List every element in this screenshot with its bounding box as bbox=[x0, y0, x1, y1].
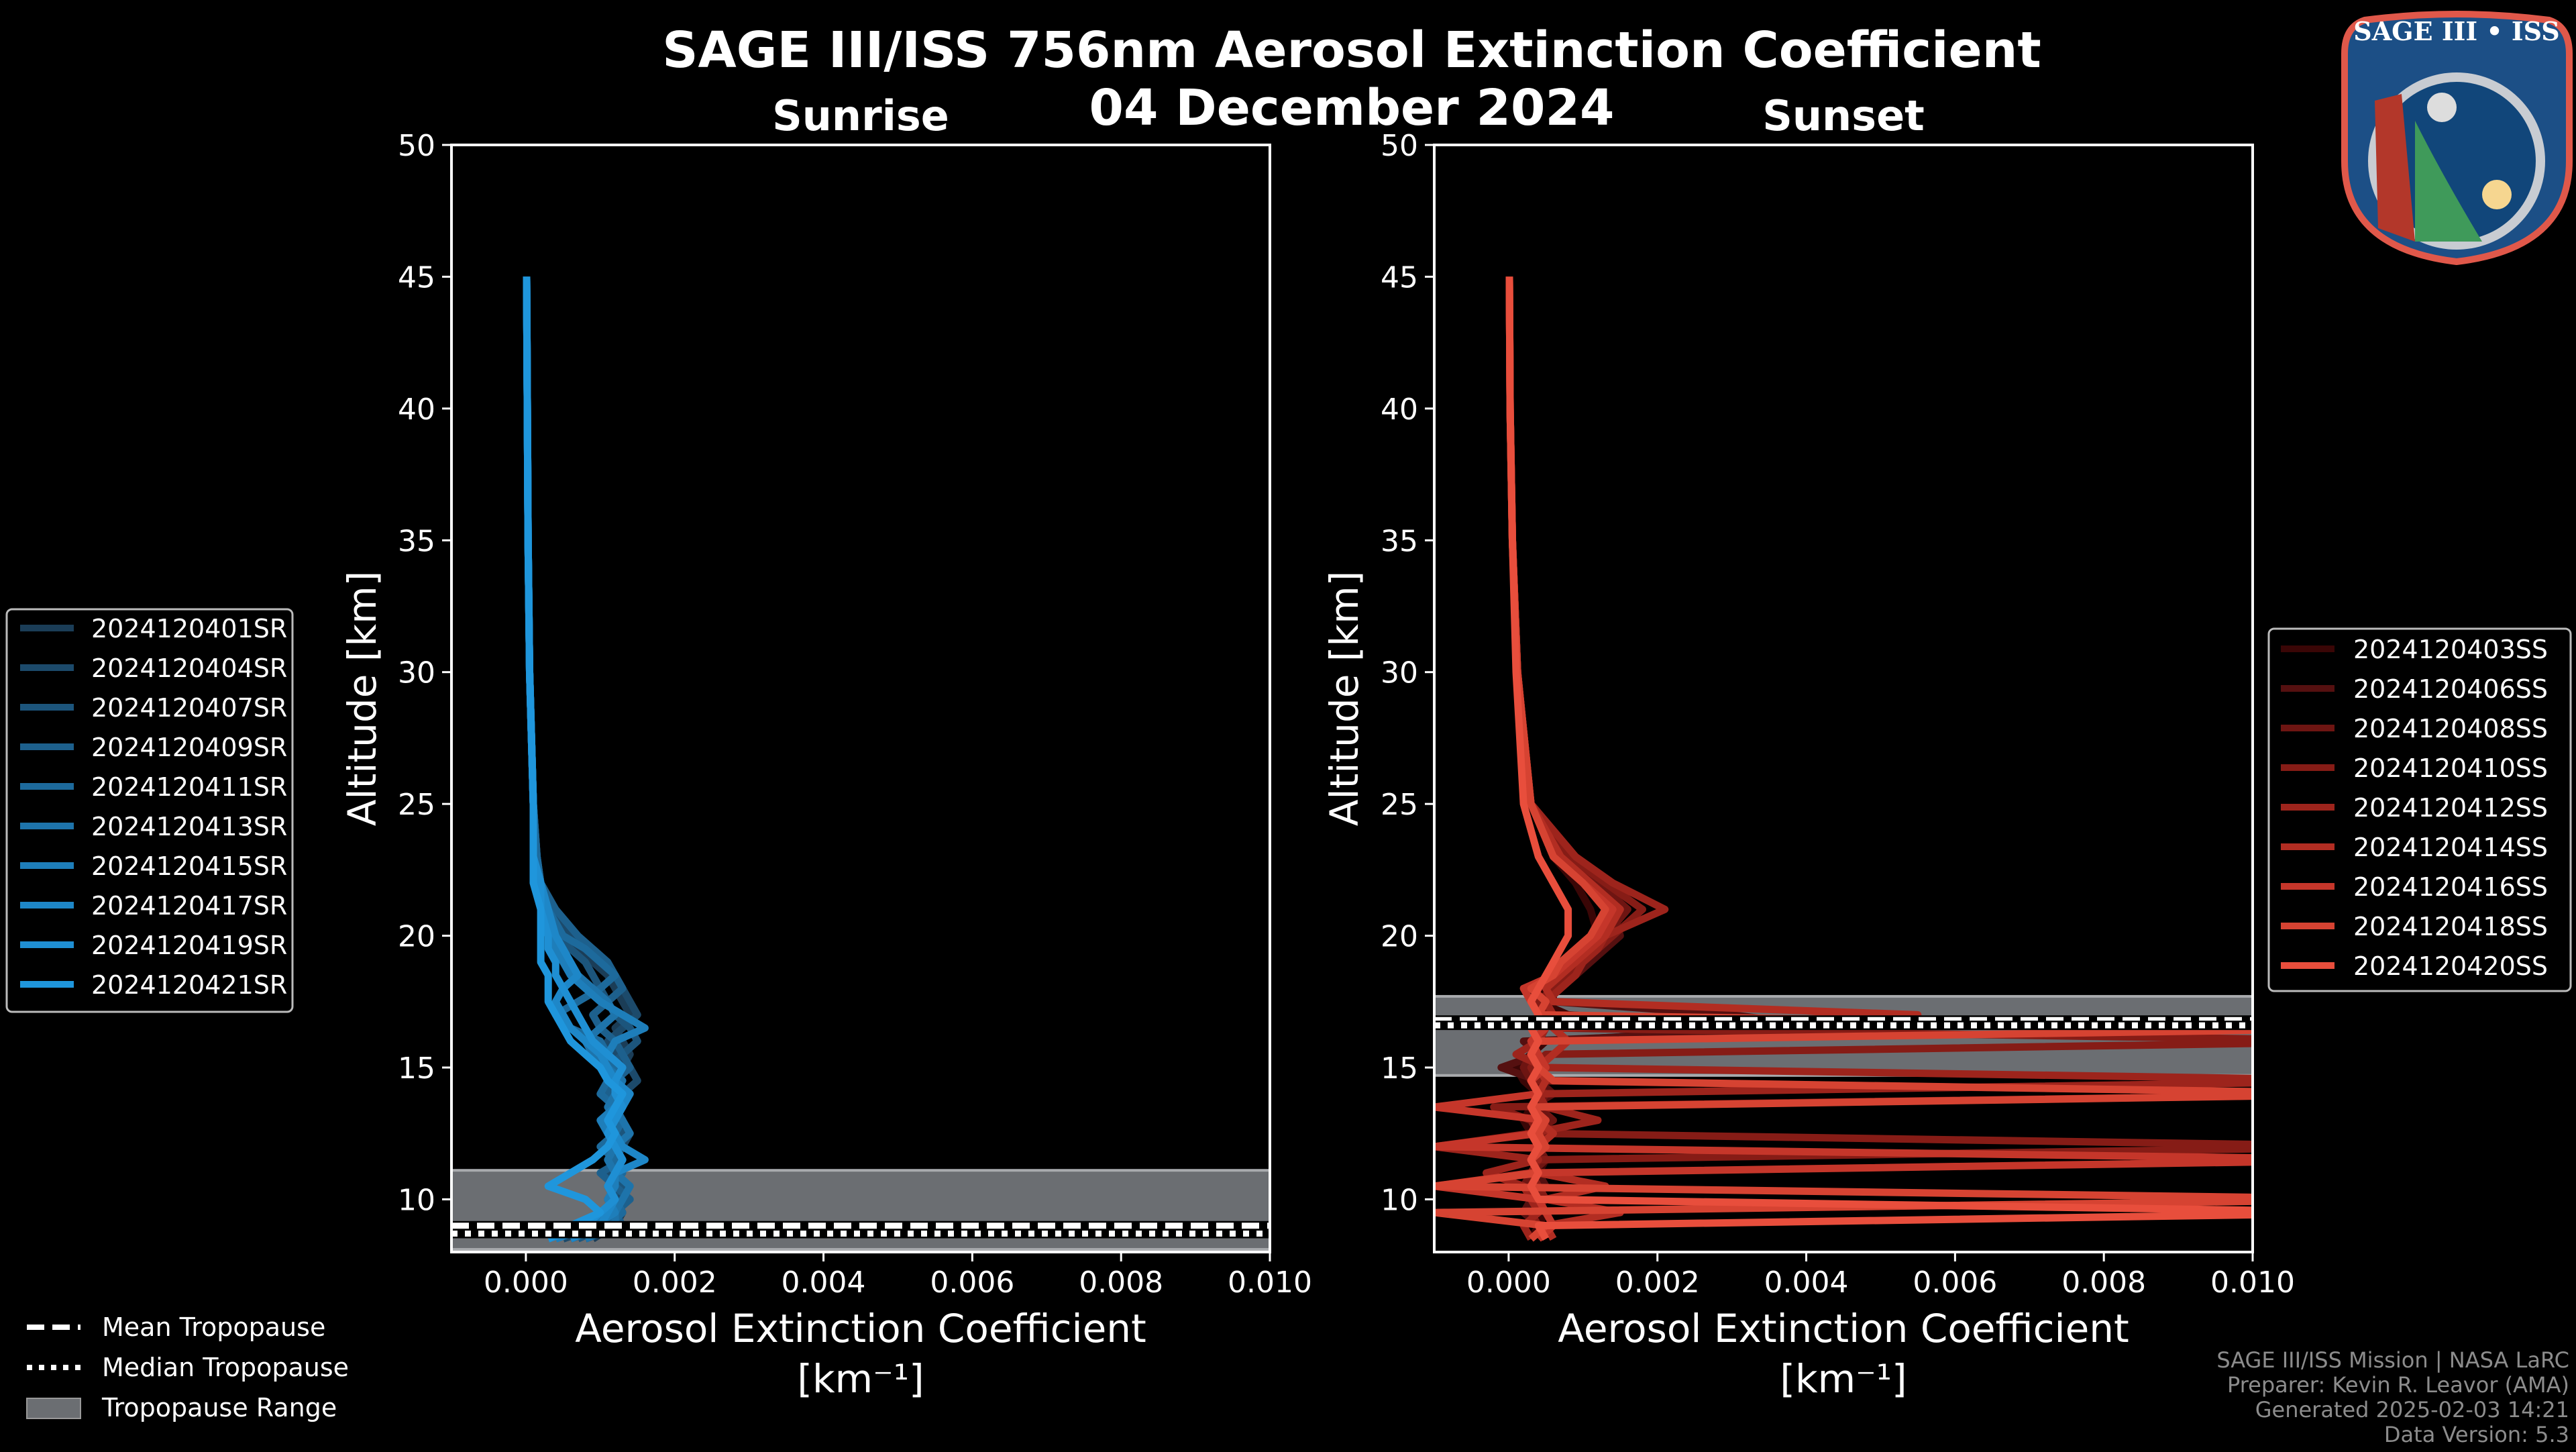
sunrise-legend-label: 2024120415SR bbox=[91, 851, 287, 881]
sunrise-legend-label: 2024120407SR bbox=[91, 693, 287, 723]
sunrise-y-tick-label: 45 bbox=[398, 260, 435, 295]
tropopause-legend: Mean Tropopause Median Tropopause Tropop… bbox=[26, 1312, 349, 1422]
sunset-legend: 2024120403SS 2024120406SS 2024120408SS 2024… bbox=[2267, 627, 2572, 992]
sunrise-y-tick-label: 40 bbox=[398, 393, 435, 427]
sunset-y-tick-label: 40 bbox=[1381, 393, 1418, 427]
sunrise-axes-frame bbox=[450, 144, 1271, 1253]
sunrise-legend-label: 2024120417SR bbox=[91, 891, 287, 921]
chart-title: SAGE III/ISS 756nm Aerosol Extinction Co… bbox=[662, 21, 2041, 79]
sunset-x-tick-label: 0.004 bbox=[1764, 1265, 1849, 1300]
sunrise-legend-label: 2024120411SR bbox=[91, 772, 287, 802]
sunrise-x-axis-units: [km⁻¹] bbox=[797, 1356, 924, 1402]
sunset-y-tick-label: 50 bbox=[1381, 129, 1418, 163]
sunrise-y-tick-label: 35 bbox=[398, 524, 435, 558]
sunrise-series-2024120417SR bbox=[523, 276, 649, 1243]
sage-iii-iss-logo: SAGE III • ISS bbox=[2341, 11, 2573, 266]
sunrise-legend-label: 2024120401SR bbox=[91, 614, 287, 643]
sunset-legend-label: 2024120418SS bbox=[2353, 912, 2548, 941]
sunset-x-axis-units: [km⁻¹] bbox=[1780, 1356, 1907, 1402]
sunrise-y-tick-label: 20 bbox=[398, 920, 435, 954]
sunset-legend-label: 2024120420SS bbox=[2353, 951, 2548, 981]
sunrise-x-tick-label: 0.008 bbox=[1079, 1265, 1163, 1300]
sunset-legend-label: 2024120408SS bbox=[2353, 714, 2548, 743]
median-tropopause-label: Median Tropopause bbox=[102, 1353, 349, 1382]
sunrise-y-tick-label: 15 bbox=[398, 1051, 435, 1086]
sunrise-plot-area bbox=[451, 276, 1270, 1251]
sunset-legend-label: 2024120403SS bbox=[2353, 635, 2548, 664]
sunrise-legend: 2024120401SR 2024120404SR 2024120407SR 2024… bbox=[5, 608, 294, 1013]
sunrise-x-tick-label: 0.004 bbox=[782, 1265, 866, 1300]
mean-tropopause-label: Mean Tropopause bbox=[102, 1312, 325, 1342]
sunset-y-tick-label: 20 bbox=[1381, 920, 1418, 954]
sunset-y-tick-label: 45 bbox=[1381, 260, 1418, 295]
sunrise-x-tick-label: 0.006 bbox=[930, 1265, 1014, 1300]
credit-preparer: Preparer: Kevin R. Leavor (AMA) bbox=[2227, 1372, 2569, 1398]
sunset-x-tick-label: 0.010 bbox=[2210, 1265, 2295, 1300]
sunset-y-tick-label: 10 bbox=[1381, 1183, 1418, 1217]
credit-mission: SAGE III/ISS Mission | NASA LaRC bbox=[2216, 1347, 2569, 1373]
sunset-plot-area bbox=[1434, 276, 2253, 1242]
sunset-x-axis-label: Aerosol Extinction Coefficient bbox=[1558, 1306, 2129, 1351]
sunrise-panel: 0.000 0.002 0.004 0.006 0.008 0.010 10 15 20 25 30… bbox=[398, 129, 1312, 1300]
sunrise-x-tick-label: 0.000 bbox=[484, 1265, 568, 1300]
sunset-legend-label: 2024120414SS bbox=[2353, 833, 2548, 862]
tropopause-range-swatch bbox=[26, 1398, 81, 1419]
sunset-axes-frame bbox=[1433, 144, 2254, 1253]
sunset-legend-label: 2024120416SS bbox=[2353, 872, 2548, 902]
sunrise-legend-label: 2024120413SR bbox=[91, 812, 287, 841]
sunrise-y-tick-label: 10 bbox=[398, 1183, 435, 1217]
sunset-series-2024120420SS bbox=[1505, 276, 2253, 1241]
sunrise-y-tick-label: 30 bbox=[398, 656, 435, 690]
sunrise-legend-label: 2024120404SR bbox=[91, 654, 287, 683]
sunset-panel: 0.000 0.002 0.004 0.006 0.008 0.010 10 15 20 25 30… bbox=[1381, 129, 2295, 1300]
sunrise-x-tick-label: 0.002 bbox=[633, 1265, 717, 1300]
sunrise-legend-label: 2024120409SR bbox=[91, 733, 287, 762]
sunset-legend-label: 2024120410SS bbox=[2353, 754, 2548, 783]
sunrise-y-tick-label: 25 bbox=[398, 788, 435, 822]
sunrise-legend-label: 2024120421SR bbox=[91, 970, 287, 1000]
sunset-y-tick-label: 25 bbox=[1381, 788, 1418, 822]
credits: SAGE III/ISS Mission | NASA LaRC Prepare… bbox=[2216, 1347, 2569, 1447]
sunset-x-tick-label: 0.008 bbox=[2061, 1265, 2146, 1300]
sunrise-y-tick-label: 50 bbox=[398, 129, 435, 163]
svg-text:SAGE III • ISS: SAGE III • ISS bbox=[2353, 16, 2559, 46]
sunset-x-tick-label: 0.002 bbox=[1615, 1265, 1700, 1300]
sunrise-y-axis-label: Altitude [km] bbox=[339, 571, 385, 826]
sunset-panel-title: Sunset bbox=[1762, 91, 1925, 140]
sunset-y-axis-label: Altitude [km] bbox=[1322, 571, 1367, 826]
sunset-x-tick-label: 0.006 bbox=[1913, 1265, 1997, 1300]
sunset-legend-label: 2024120406SS bbox=[2353, 674, 2548, 704]
sunrise-series-2024120421SR bbox=[523, 276, 627, 1243]
credit-data-version: Data Version: 5.3 bbox=[2384, 1422, 2569, 1447]
sunset-y-tick-label: 30 bbox=[1381, 656, 1418, 690]
sunrise-legend-label: 2024120419SR bbox=[91, 931, 287, 960]
sunrise-x-axis-label: Aerosol Extinction Coefficient bbox=[575, 1306, 1146, 1351]
sunrise-x-tick-label: 0.010 bbox=[1228, 1265, 1312, 1300]
sunset-series-2024120412SS bbox=[1434, 276, 2253, 1241]
sunset-x-tick-label: 0.000 bbox=[1466, 1265, 1551, 1300]
sunset-y-tick-label: 35 bbox=[1381, 524, 1418, 558]
sunset-legend-label: 2024120412SS bbox=[2353, 793, 2548, 823]
tropopause-range-label: Tropopause Range bbox=[101, 1393, 337, 1422]
credit-generated: Generated 2025-02-03 14:21 bbox=[2255, 1397, 2569, 1422]
chart-date: 04 December 2024 bbox=[1089, 79, 1615, 137]
sunset-y-tick-label: 15 bbox=[1381, 1051, 1418, 1086]
sunrise-panel-title: Sunrise bbox=[772, 91, 949, 140]
